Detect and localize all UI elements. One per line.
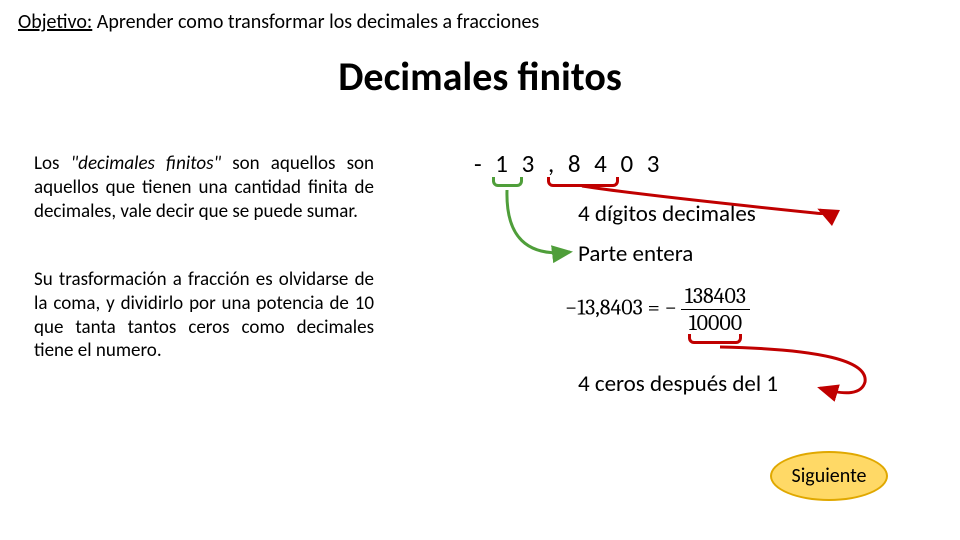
bracket-decimal-digits: [547, 177, 619, 187]
bracket-zeros: [688, 334, 742, 344]
fraction-denominator: 10000: [681, 309, 750, 336]
fraction-numerator: 138403: [681, 283, 750, 309]
transformation-paragraph: Su trasformación a fracción es olvidarse…: [34, 268, 374, 363]
objetivo-line: Objetivo: Aprender como transformar los …: [18, 10, 539, 34]
label-decimal-digits: 4 dígitos decimales: [578, 200, 756, 228]
next-button[interactable]: Siguiente: [770, 451, 888, 501]
para1-emph: "decimales finitos": [71, 152, 222, 175]
objetivo-label: Objetivo:: [18, 10, 92, 34]
page-title: Decimales finitos: [0, 52, 960, 101]
arrow-to-integer-part: [507, 190, 570, 253]
objetivo-text: Aprender como transformar los decimales …: [92, 10, 539, 34]
bracket-integer-part: [492, 177, 523, 187]
label-integer-part: Parte entera: [578, 240, 693, 268]
definition-paragraph: Los "decimales finitos" son aquellos son…: [34, 152, 374, 223]
fraction-equation: −13,8403 = − 138403 10000: [565, 283, 750, 336]
next-button-label: Siguiente: [792, 464, 867, 488]
example-number: - 1 3 , 8 4 0 3: [474, 148, 663, 179]
para1-pre: Los: [34, 152, 71, 175]
label-zeros: 4 ceros después del 1: [578, 370, 778, 398]
fraction-lhs: −13,8403 = −: [565, 295, 677, 321]
fraction: 138403 10000: [681, 283, 750, 336]
